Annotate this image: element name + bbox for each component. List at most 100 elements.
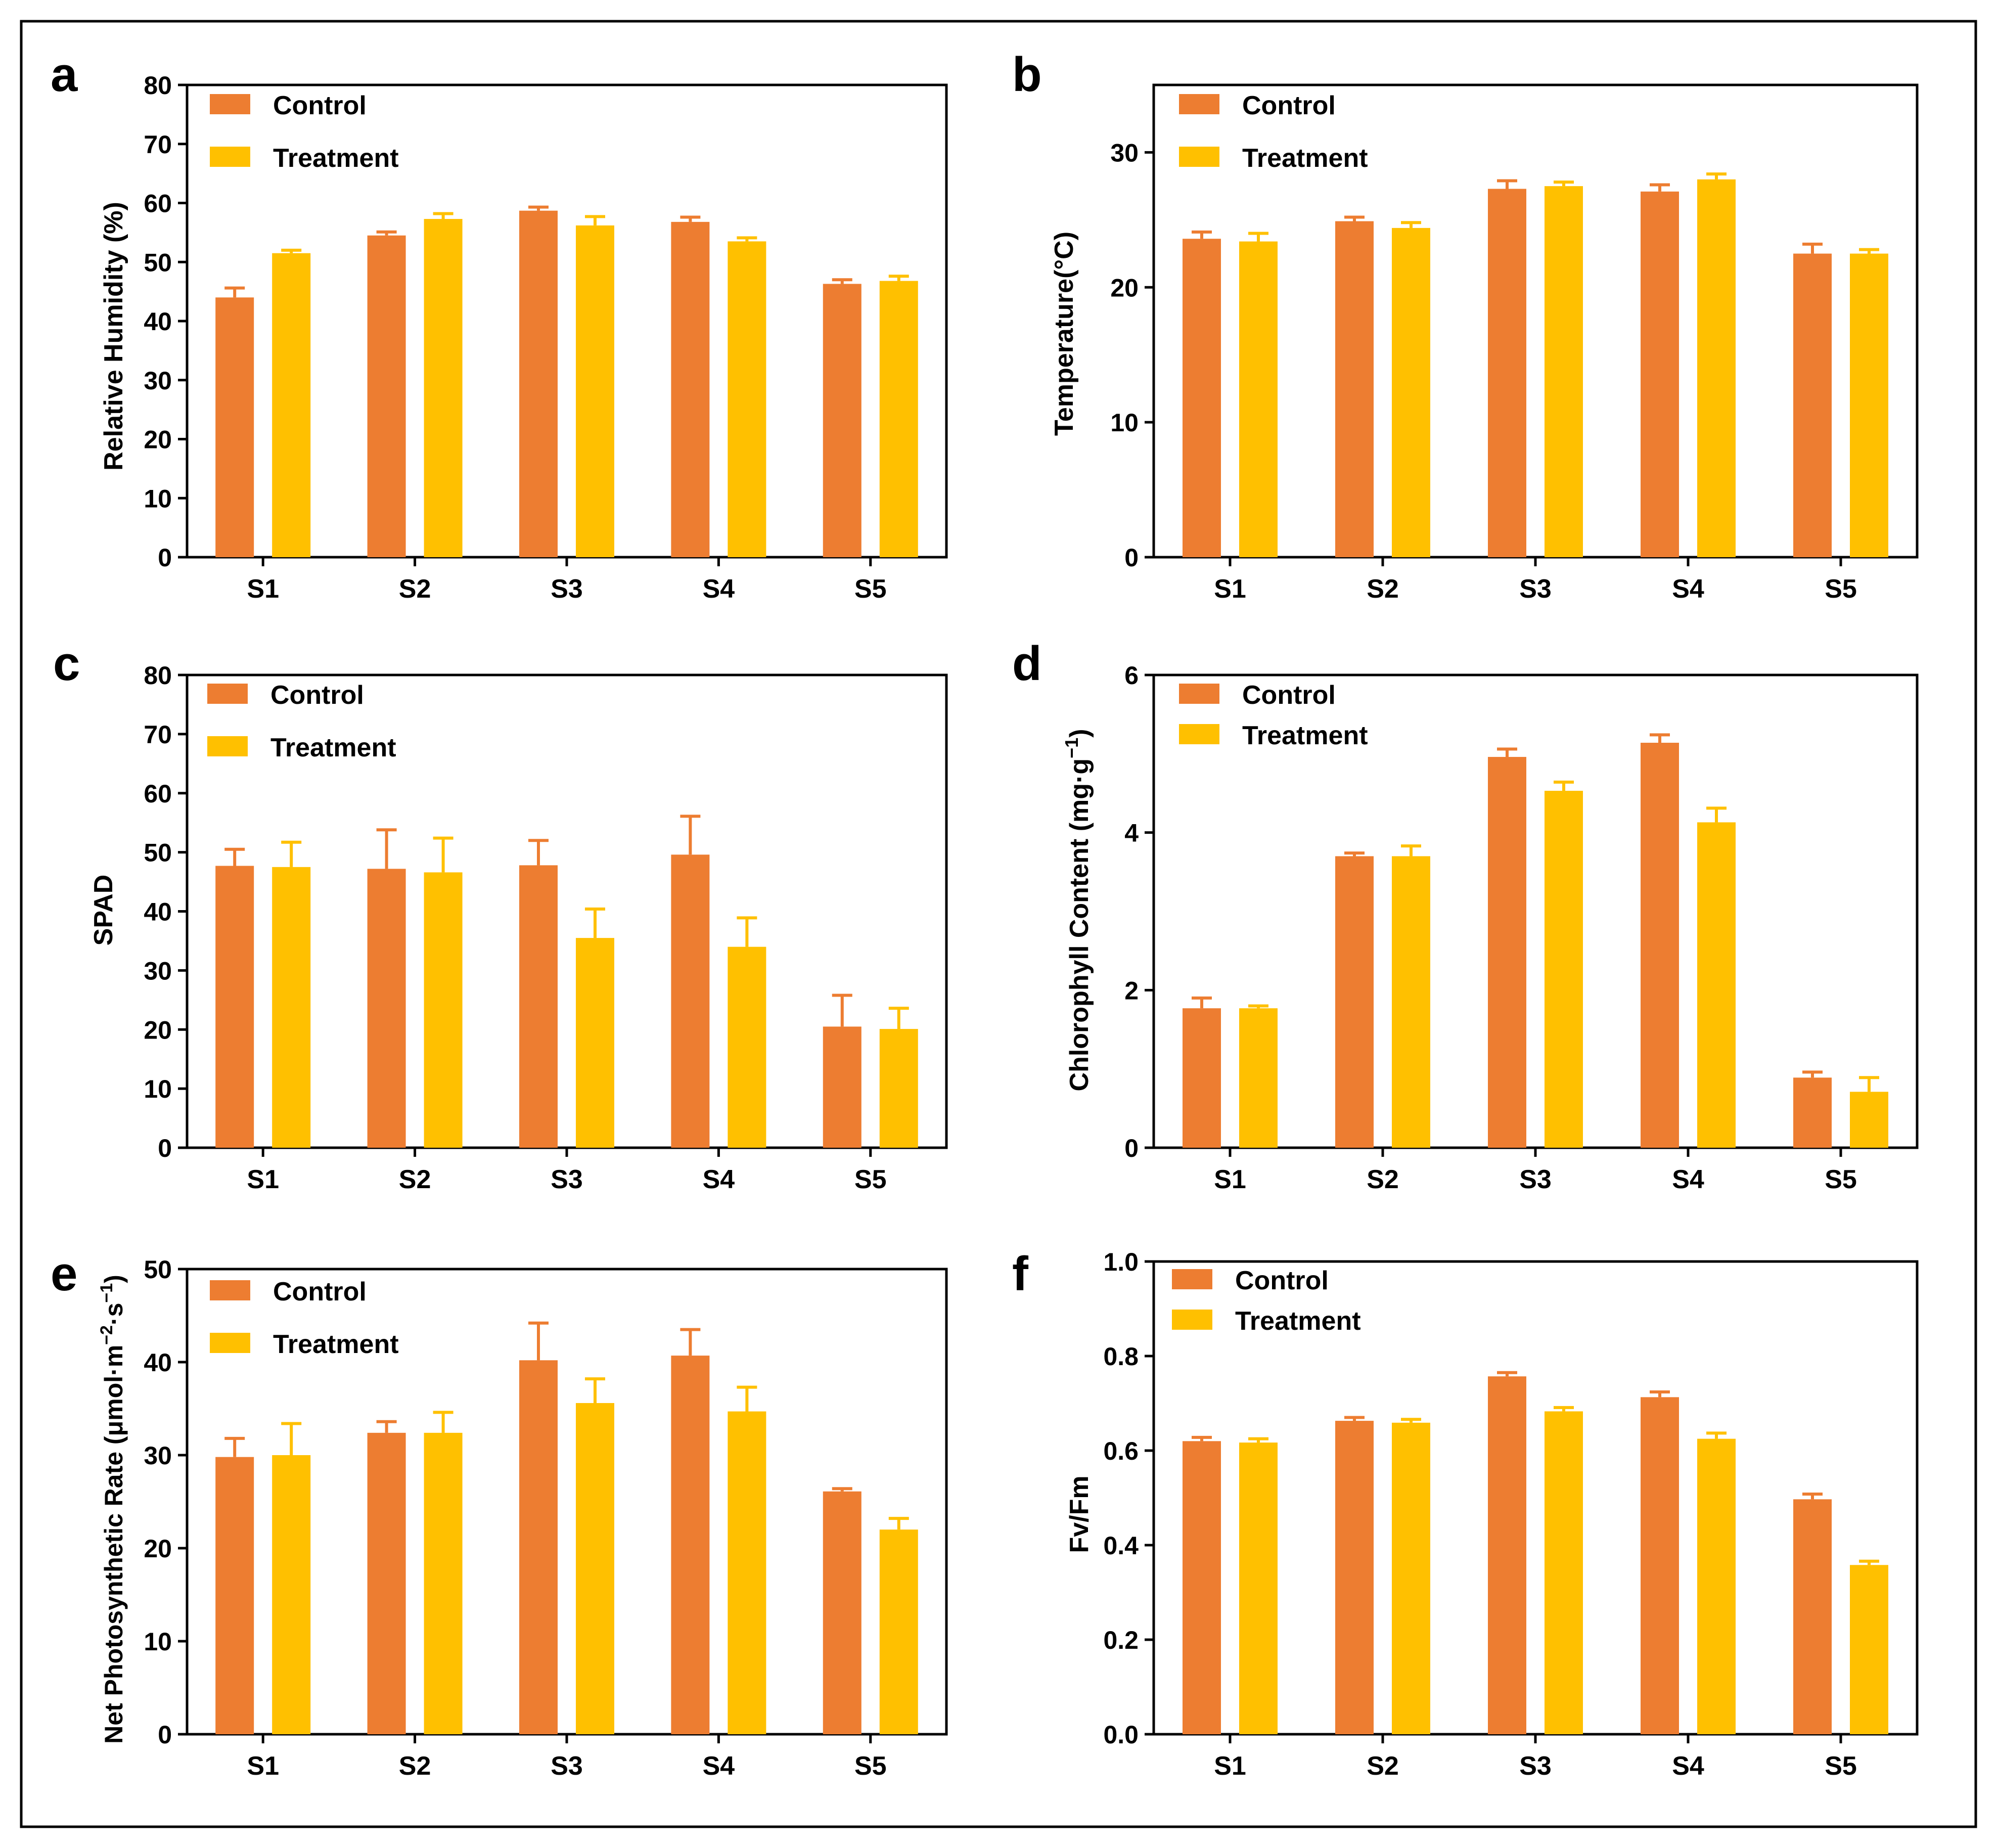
legend-swatch-control xyxy=(210,1280,250,1300)
y-tick-label: 60 xyxy=(144,190,172,218)
y-tick-label: 20 xyxy=(144,1535,172,1563)
bar-treatment xyxy=(272,867,311,1148)
legend-label-treatment: Treatment xyxy=(1242,721,1368,750)
bar-treatment xyxy=(576,1403,614,1734)
bar-control xyxy=(823,1026,861,1148)
x-tick-label: S3 xyxy=(1519,1165,1552,1194)
plot-area: 0 10 20 30 40 50 60 70 80 S1 S2 S3 S4 S5 xyxy=(144,71,948,604)
bar-control xyxy=(215,297,254,557)
x-tick-label: S4 xyxy=(703,1751,735,1781)
bar-control xyxy=(367,869,406,1148)
y-tick-label: 70 xyxy=(144,720,172,749)
panel-b: b Temperature(°C) 0 10 20 30 S1 S2 S3 S4 S5 Cont… xyxy=(1012,48,1919,604)
bar-treatment xyxy=(1850,253,1888,558)
bar-control xyxy=(519,210,558,557)
bar-control xyxy=(1641,743,1679,1148)
bar-control xyxy=(1793,253,1832,558)
x-tick-label: S2 xyxy=(1367,1165,1399,1194)
legend-label-control: Control xyxy=(1242,681,1336,710)
bar-control xyxy=(1488,757,1526,1148)
y-axis-label-sup: −1 xyxy=(1061,738,1082,758)
y-tick-label: 0.2 xyxy=(1103,1626,1139,1654)
legend-swatch-control xyxy=(210,94,250,114)
panel-letter: b xyxy=(1012,48,1042,102)
bar-treatment xyxy=(728,1411,766,1734)
x-tick-label: S5 xyxy=(854,574,887,604)
panel-letter: d xyxy=(1012,637,1042,691)
bar-treatment xyxy=(1239,1008,1278,1148)
legend-label-control: Control xyxy=(273,91,367,120)
legend-label-control: Control xyxy=(270,681,364,710)
legend-swatch-treatment xyxy=(1172,1310,1212,1330)
x-tick-label: S5 xyxy=(854,1751,887,1781)
y-axis-label: Temperature(°C) xyxy=(1050,232,1079,436)
bar-control xyxy=(671,221,710,557)
bar-control xyxy=(671,1356,710,1734)
legend: Control Treatment xyxy=(1179,91,1368,173)
x-tick-label: S4 xyxy=(1672,574,1704,604)
y-tick-label: 80 xyxy=(144,661,172,690)
legend: Control Treatment xyxy=(210,91,399,173)
y-tick-label: 20 xyxy=(144,1016,172,1044)
legend-swatch-treatment xyxy=(1179,724,1219,744)
bar-control xyxy=(1793,1499,1832,1734)
plot-area: 0 10 20 30 S1 S2 S3 S4 S5 xyxy=(1110,83,1919,604)
legend: Control Treatment xyxy=(210,1277,399,1359)
y-axis-label: SPAD xyxy=(89,875,118,946)
y-tick-label: 40 xyxy=(144,307,172,336)
y-tick-label: 0 xyxy=(1124,544,1139,572)
panel-letter: e xyxy=(51,1247,77,1301)
y-axis-label-mid: ·s xyxy=(100,1303,128,1325)
bar-treatment xyxy=(1392,228,1430,558)
y-tick-label: 20 xyxy=(144,426,172,454)
y-axis-label-end: ) xyxy=(100,1275,128,1283)
x-tick-label: S2 xyxy=(1367,1751,1399,1781)
bar-treatment xyxy=(1850,1092,1888,1148)
x-tick-label: S1 xyxy=(1214,1165,1246,1194)
y-tick-label: 30 xyxy=(1110,139,1139,167)
y-tick-label: 0 xyxy=(158,544,172,572)
y-tick-label: 10 xyxy=(1110,409,1139,437)
legend-swatch-treatment xyxy=(210,147,250,167)
y-axis-label: Relative Humidity (%) xyxy=(99,202,128,471)
bar-treatment xyxy=(1239,241,1278,557)
y-axis-label-end: ) xyxy=(1065,729,1094,738)
y-axis-label-main: Chlorophyll Content (mg·g xyxy=(1065,758,1094,1092)
y-tick-label: 0.6 xyxy=(1103,1437,1139,1465)
y-axis-label: Net Photosynthetic Rate (μmol·m−2·s−1) xyxy=(97,1275,128,1744)
bar-treatment xyxy=(1850,1565,1888,1734)
y-tick-label: 30 xyxy=(144,1441,172,1470)
bar-control xyxy=(1183,1008,1221,1148)
y-axis-label: Chlorophyll Content (mg·g−1) xyxy=(1061,729,1094,1092)
y-tick-label: 50 xyxy=(144,248,172,277)
y-tick-label: 60 xyxy=(144,780,172,808)
x-tick-label: S2 xyxy=(399,1165,431,1194)
y-axis-label-main: Net Photosynthetic Rate (μmol·m xyxy=(100,1345,128,1744)
bar-control xyxy=(519,865,558,1148)
x-tick-label: S3 xyxy=(1519,574,1552,604)
bar-control xyxy=(671,854,710,1148)
x-tick-label: S2 xyxy=(1367,574,1399,604)
legend: Control Treatment xyxy=(1179,681,1368,750)
x-tick-label: S5 xyxy=(1825,1751,1857,1781)
x-tick-label: S4 xyxy=(1672,1751,1704,1781)
bar-treatment xyxy=(1697,179,1736,557)
y-tick-label: 40 xyxy=(144,1348,172,1377)
panel-d: d Chlorophyll Content (mg·g−1) 0 2 4 6 S1 S2 S… xyxy=(1012,637,1919,1194)
x-tick-label: S1 xyxy=(247,1165,279,1194)
y-tick-label: 0.0 xyxy=(1103,1721,1139,1749)
bar-treatment xyxy=(1545,791,1583,1148)
y-tick-label: 0.8 xyxy=(1103,1342,1139,1371)
bar-control xyxy=(1641,1397,1679,1734)
bar-control xyxy=(1488,189,1526,558)
y-tick-label: 50 xyxy=(144,839,172,867)
bar-treatment xyxy=(1545,1411,1583,1734)
y-tick-label: 10 xyxy=(144,484,172,513)
y-tick-label: 30 xyxy=(144,957,172,985)
x-tick-label: S1 xyxy=(247,1751,279,1781)
bar-control xyxy=(367,235,406,557)
y-tick-label: 1.0 xyxy=(1103,1248,1139,1276)
bar-control xyxy=(1641,191,1679,557)
legend-label-treatment: Treatment xyxy=(273,1330,399,1359)
